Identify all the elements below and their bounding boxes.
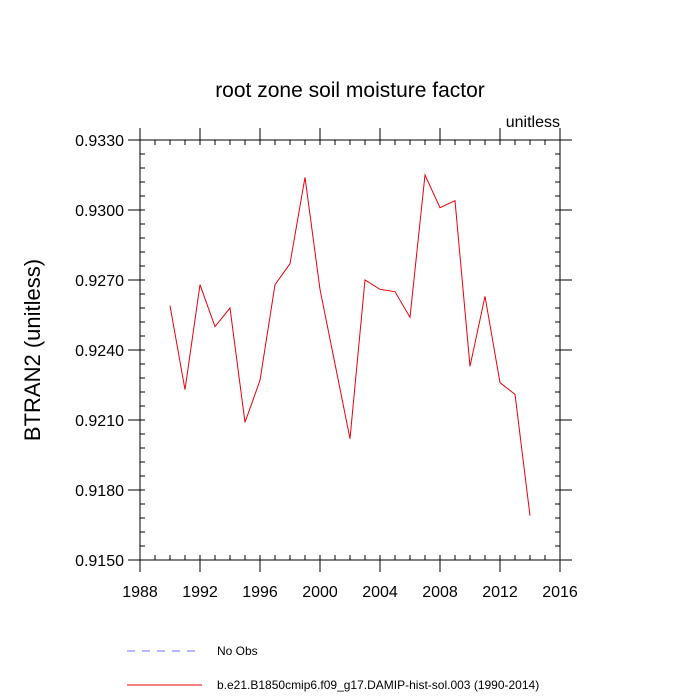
x-tick-label: 1988 — [122, 584, 158, 601]
y-tick-label: 0.9330 — [75, 133, 124, 150]
legend: No Obs b.e21.B1850cmip6.f09_g17.DAMIP-his… — [127, 644, 539, 692]
y-tick-label: 0.9240 — [75, 343, 124, 360]
x-tick-label: 2000 — [302, 584, 338, 601]
x-tick-label: 1996 — [242, 584, 278, 601]
plot-frame — [139, 139, 561, 561]
legend-label: b.e21.B1850cmip6.f09_g17.DAMIP-hist-sol.… — [217, 678, 539, 692]
y-axis-label: BTRAN2 (unitless) — [20, 259, 45, 441]
y-tick-label: 0.9270 — [75, 273, 124, 290]
x-tick-label: 2004 — [362, 584, 398, 601]
x-tick-label: 2008 — [422, 584, 458, 601]
series-lines — [169, 173, 531, 516]
y-tick-label: 0.9210 — [75, 413, 124, 430]
series-line — [169, 173, 531, 516]
legend-label: No Obs — [217, 644, 258, 658]
x-tick-label: 1992 — [182, 584, 218, 601]
tick-labels: 1988 1992 1996 2000 2004 2008 2012 2016 0.9150 0.… — [75, 133, 578, 601]
y-tick-label: 0.9150 — [75, 553, 124, 570]
axis-ticks — [128, 128, 572, 572]
chart-title: root zone soil moisture factor — [215, 79, 485, 102]
y-tick-label: 0.9300 — [75, 203, 124, 220]
x-tick-label: 2012 — [482, 584, 518, 601]
y-tick-label: 0.9180 — [75, 483, 124, 500]
units-label: unitless — [506, 114, 560, 131]
x-tick-label: 2016 — [542, 584, 578, 601]
